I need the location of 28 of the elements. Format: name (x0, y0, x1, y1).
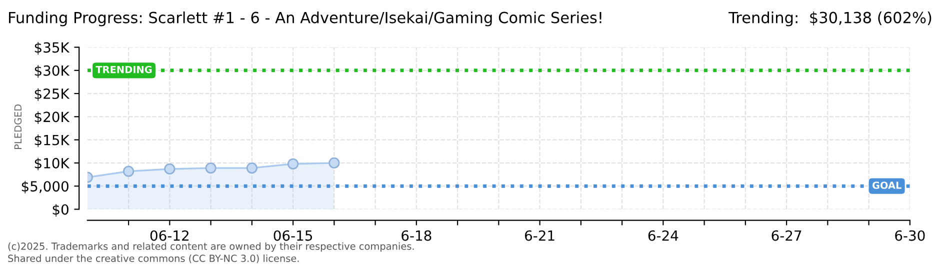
point (287, 158, 299, 170)
ref-line-label: GOAL (872, 182, 902, 189)
y-tick-label: $30K (34, 65, 70, 78)
point (122, 166, 134, 177)
text: Shared under the creative commons (CC BY-NC 3.0) license. (8, 254, 299, 264)
y-tick-label: $20K (34, 111, 70, 124)
point (164, 163, 176, 175)
y-tick-label: $0 (52, 204, 68, 217)
y-tick-label: $15K (34, 134, 70, 148)
ref-line-label: TRENDING (96, 66, 152, 74)
y-tick-label: $5,000 (22, 180, 68, 194)
y-tick-label: $35K (34, 42, 70, 55)
x-tick-label: 06-12 (150, 230, 188, 241)
x-tick-label: 06-15 (274, 230, 312, 241)
chart-subtitle: Trending: $30,138 (602%) (728, 12, 932, 26)
point (328, 157, 340, 169)
point (205, 162, 216, 174)
y-axis-title: PLEDGED (14, 104, 22, 149)
y-tick-label: $10K (34, 158, 70, 170)
x-tick-label: 6-27 (772, 230, 802, 241)
x-tick-label: 6-24 (648, 230, 678, 241)
y-tick-label: $25K (34, 88, 70, 101)
x-tick-label: 6-21 (525, 230, 554, 241)
point (246, 162, 258, 174)
chart-title: Funding Progress: Scarlett #1 - 6 - An Adventure/Isekai/Gaming Comic Series! (9, 12, 602, 26)
x-tick-label: 6-30 (895, 230, 925, 241)
text: (c)2025. Trademarks and related content are owned by their respective companies. (8, 242, 414, 252)
x-tick-label: 6-18 (402, 230, 432, 241)
